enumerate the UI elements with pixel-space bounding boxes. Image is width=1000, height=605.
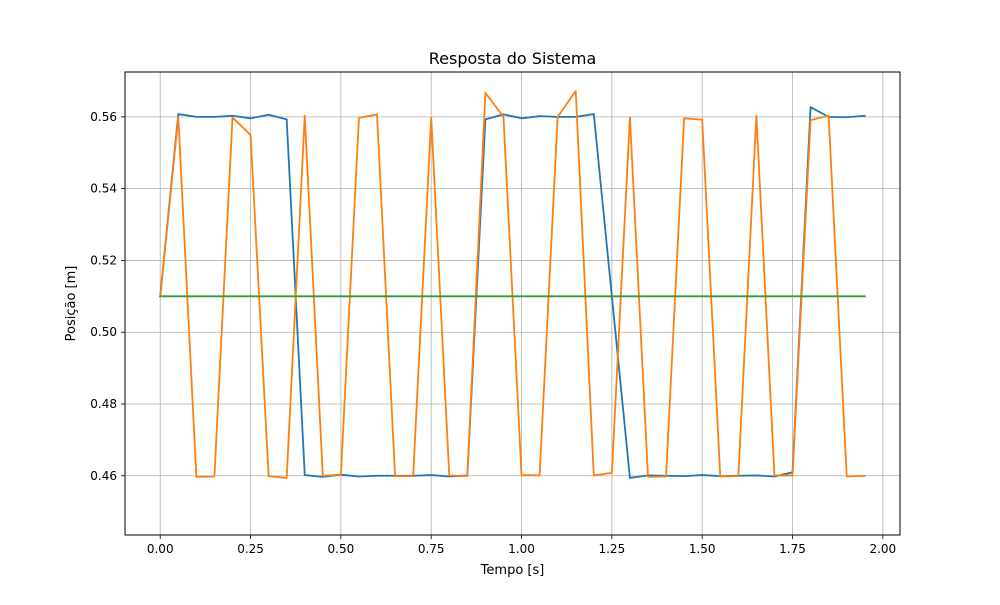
x-tick-label: 1.25 <box>598 542 625 556</box>
axes-frame <box>124 71 901 536</box>
ticks: 0.00 0.25 0.50 0.75 1.00 1.25 1.50 1.75 2.00 0.46… <box>90 110 896 556</box>
x-tick-label: 1.00 <box>508 542 535 556</box>
series-lines <box>159 90 866 479</box>
x-tick-label: 0.75 <box>418 542 445 556</box>
y-axis-label: Posição [m] <box>64 266 79 342</box>
y-tick-label: 0.50 <box>90 325 117 339</box>
y-tick-label: 0.56 <box>90 110 117 124</box>
x-tick-label: 1.75 <box>779 542 806 556</box>
series-line-1 <box>159 106 866 479</box>
x-tick-label: 0.00 <box>147 542 174 556</box>
x-tick-label: 0.50 <box>328 542 355 556</box>
chart-title: Resposta do Sistema <box>429 49 597 68</box>
y-tick-label: 0.52 <box>90 253 117 267</box>
x-axis-label: Tempo [s] <box>480 563 545 578</box>
y-tick-label: 0.48 <box>90 397 117 411</box>
y-tick-label: 0.54 <box>90 182 117 196</box>
x-tick-label: 2.00 <box>869 542 896 556</box>
x-tick-label: 0.25 <box>237 542 264 556</box>
x-tick-label: 1.50 <box>689 542 716 556</box>
y-tick-label: 0.46 <box>90 469 117 483</box>
